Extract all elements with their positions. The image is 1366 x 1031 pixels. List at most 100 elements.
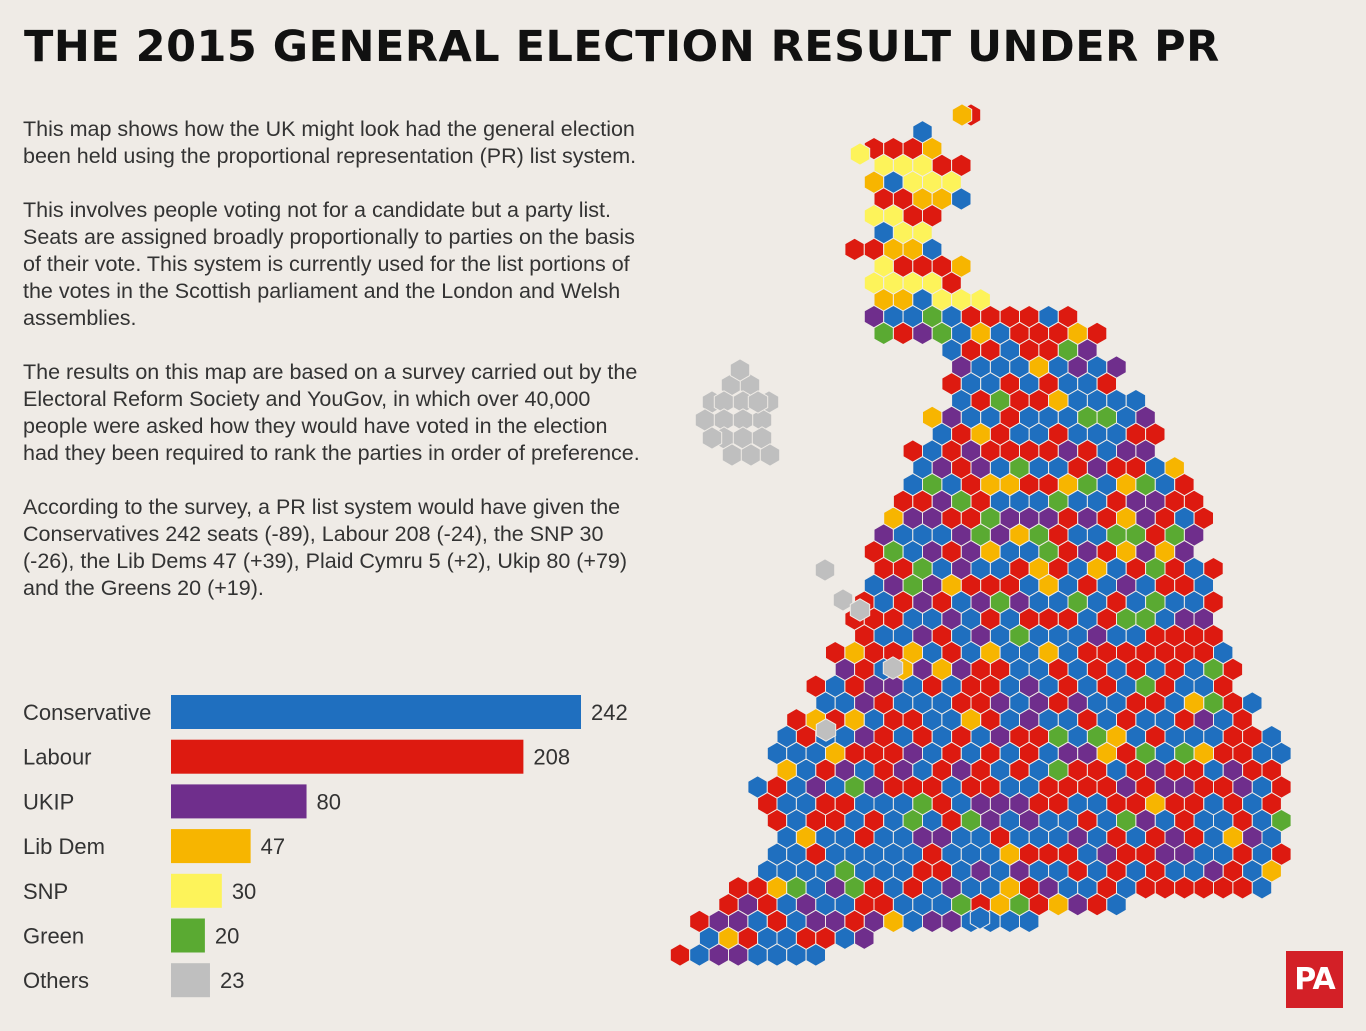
constituency-hex [931, 254, 953, 278]
constituency-hex [1048, 758, 1069, 782]
constituency-hex [1116, 876, 1137, 900]
constituency-hex [941, 170, 962, 194]
constituency-hex [776, 724, 797, 749]
northern-ireland-hex [758, 390, 780, 414]
other-hex [815, 718, 837, 742]
constituency-hex [844, 842, 865, 866]
constituency-hex [951, 691, 972, 715]
constituency-hex [892, 288, 914, 312]
constituency-hex [1077, 674, 1098, 698]
constituency-hex [1164, 859, 1185, 883]
constituency-hex [1057, 439, 1079, 463]
constituency-hex [805, 943, 826, 967]
constituency-hex [1135, 640, 1156, 665]
constituency-hex [1057, 674, 1079, 698]
constituency-hex [980, 775, 1001, 799]
constituency-hex [941, 472, 962, 497]
constituency-hex [873, 724, 894, 749]
constituency-hex [902, 708, 923, 732]
constituency-hex [1232, 808, 1253, 833]
constituency-hex [912, 120, 933, 144]
constituency-hex [902, 170, 923, 194]
constituency-hex [873, 187, 894, 211]
constituency-hex [960, 103, 982, 127]
constituency-hex [902, 237, 923, 262]
constituency-hex [970, 724, 991, 749]
constituency-hex [960, 909, 982, 934]
constituency-hex [989, 825, 1011, 850]
constituency-hex [863, 573, 885, 598]
constituency-hex [1106, 624, 1127, 648]
constituency-hex [1164, 556, 1185, 581]
constituency-hex [999, 304, 1020, 329]
constituency-hex [1019, 842, 1040, 866]
constituency-hex [922, 909, 943, 934]
constituency-hex [1048, 556, 1069, 581]
bar-value-label: 23 [220, 968, 244, 993]
constituency-hex [873, 523, 894, 547]
constituency-hex [902, 506, 923, 530]
constituency-hex [960, 439, 982, 463]
constituency-hex [970, 388, 991, 413]
constituency-hex [854, 792, 875, 816]
constituency-hex [1125, 624, 1147, 648]
constituency-hex [1222, 691, 1244, 715]
constituency-hex [1028, 355, 1050, 379]
constituency-hex [1164, 523, 1185, 547]
constituency-hex [1057, 808, 1079, 833]
constituency-hex [1116, 741, 1137, 766]
constituency-hex [1009, 657, 1030, 682]
constituency-hex [912, 556, 933, 581]
constituency-hex [1096, 607, 1117, 631]
constituency-hex [902, 136, 923, 161]
constituency-hex [1145, 590, 1166, 614]
constituency-hex [1164, 825, 1185, 850]
constituency-hex [1183, 792, 1205, 816]
constituency-hex [892, 624, 914, 648]
constituency-hex [931, 489, 953, 514]
other-hex [832, 588, 854, 612]
intro-paragraph: This involves people voting not for a ca… [23, 198, 635, 330]
constituency-hex [1019, 808, 1040, 833]
constituency-hex [1086, 859, 1108, 883]
constituency-hex [960, 808, 982, 833]
constituency-hex [1028, 523, 1050, 547]
constituency-hex [999, 876, 1020, 900]
constituency-hex [892, 254, 914, 278]
constituency-hex [960, 842, 982, 866]
constituency-hex [912, 892, 933, 917]
constituency-hex [1048, 321, 1069, 346]
constituency-hex [892, 321, 914, 346]
constituency-hex [1154, 741, 1176, 766]
constituency-hex [1261, 792, 1282, 816]
constituency-hex [1067, 388, 1088, 413]
constituency-hex [728, 909, 749, 934]
constituency-hex [960, 741, 982, 766]
constituency-hex [873, 624, 894, 648]
constituency-hex [825, 674, 846, 698]
constituency-hex [1145, 489, 1166, 514]
constituency-hex [1183, 590, 1205, 614]
constituency-hex [786, 741, 807, 766]
constituency-hex [1077, 472, 1098, 497]
constituency-hex [776, 792, 797, 816]
constituency-hex [1125, 657, 1147, 682]
constituency-hex [1174, 674, 1195, 698]
constituency-hex [951, 825, 972, 850]
constituency-hex [970, 422, 991, 446]
constituency-hex [931, 859, 953, 883]
northern-ireland-hex [713, 426, 735, 450]
constituency-hex [1174, 540, 1195, 564]
constituency-hex [805, 708, 826, 732]
constituency-hex [718, 892, 739, 917]
constituency-hex [1145, 657, 1166, 682]
constituency-hex [892, 792, 914, 816]
constituency-hex [980, 842, 1001, 866]
constituency-hex [1213, 876, 1234, 900]
constituency-hex [989, 321, 1011, 346]
constituency-hex [1096, 775, 1117, 799]
northern-ireland-hex [732, 408, 754, 432]
constituency-hex [1193, 573, 1214, 598]
constituency-hex [892, 724, 914, 749]
constituency-hex [1028, 321, 1050, 346]
